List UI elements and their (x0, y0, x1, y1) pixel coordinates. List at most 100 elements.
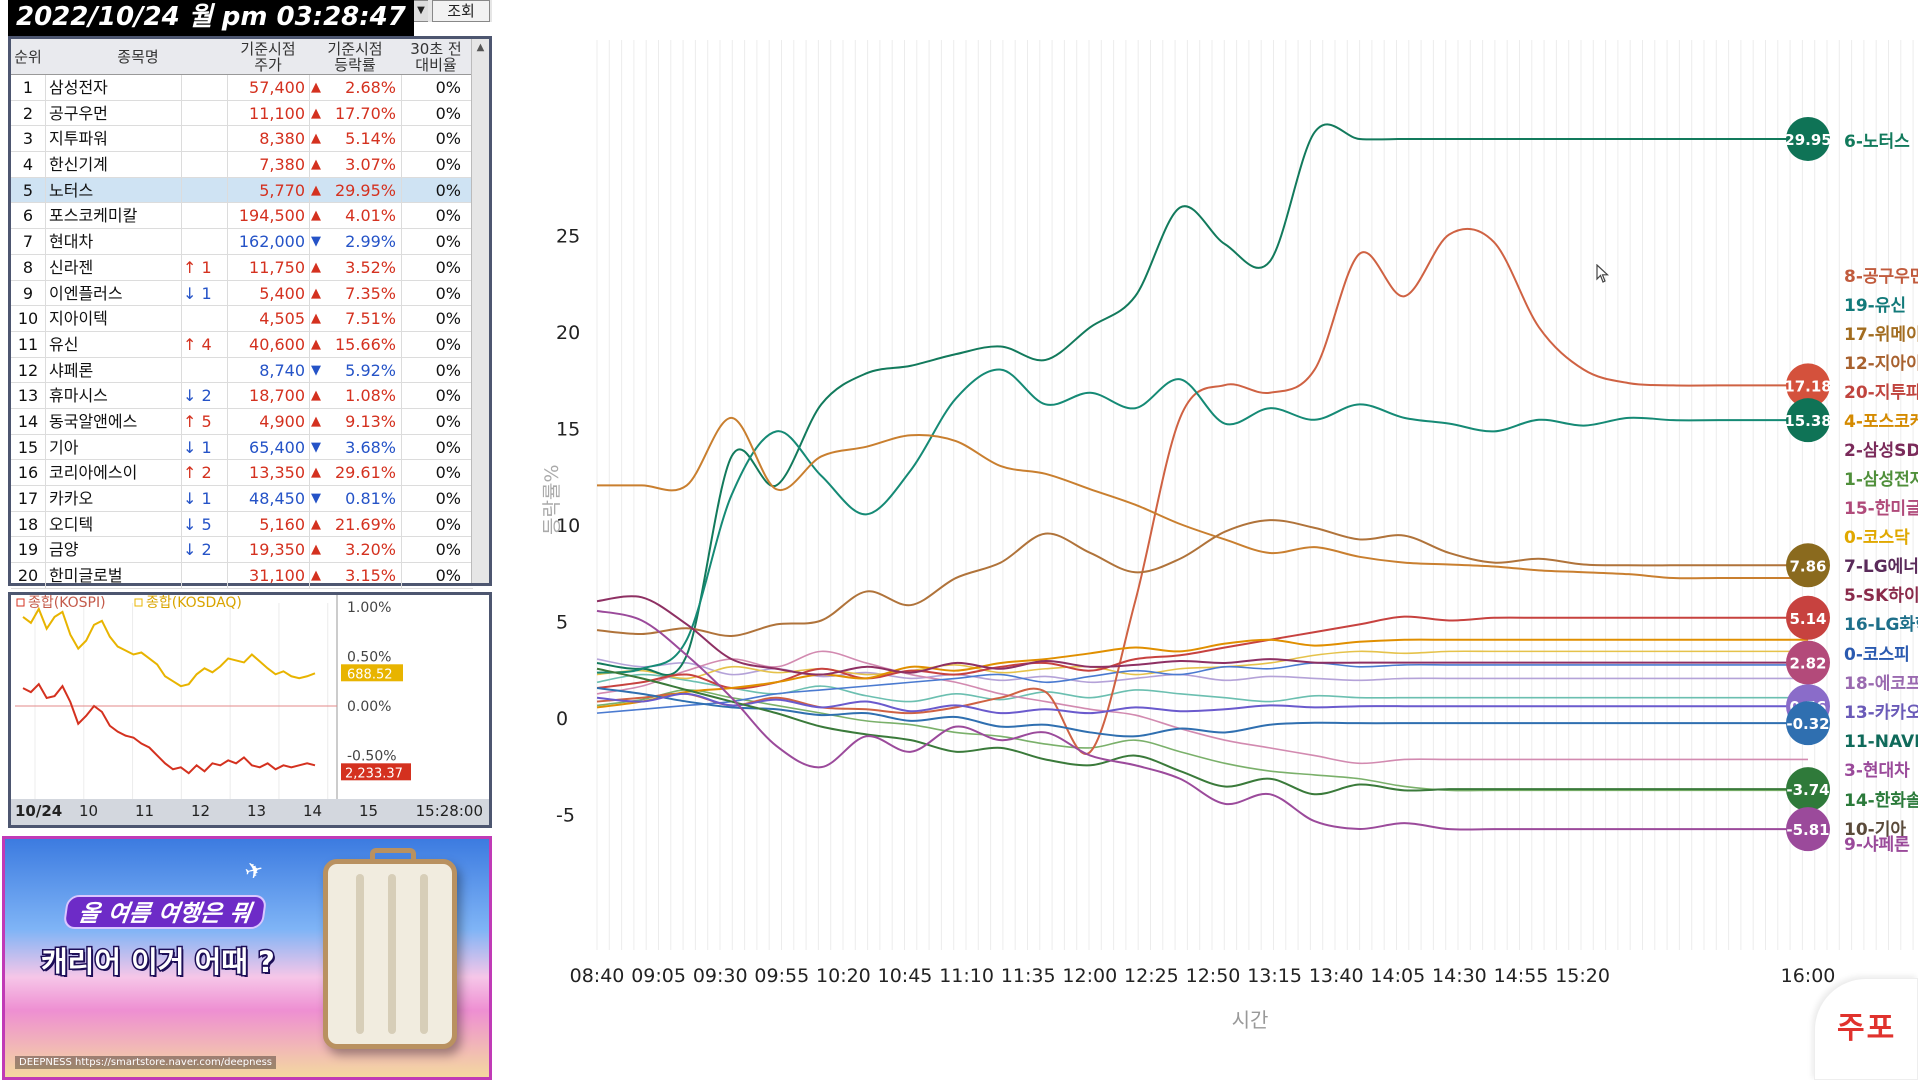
x-tick-label: 10:20 (816, 965, 871, 987)
end-value-bubble: 7.86 (1786, 543, 1830, 588)
stock-name-cell: 한신기계 (49, 155, 108, 175)
triangle-up-icon: ▲ (311, 336, 321, 352)
col-name-header[interactable]: 종목명 (117, 48, 159, 66)
bubble-circle (1786, 640, 1830, 685)
table-row[interactable]: 10 지아이텍 4,505 7.51% 0% ▲ (11, 306, 473, 332)
rate-30s-cell: 0% (435, 463, 461, 483)
table-row[interactable]: 4 한신기계 7,380 3.07% 0% ▲ (11, 152, 473, 178)
table-row[interactable]: 16 코리아에스이 ↑ 2 13,350 29.61% 0% ▲ (11, 460, 473, 486)
scroll-up-icon[interactable]: ▲ (476, 42, 485, 53)
rate-cell: 9.13% (345, 411, 396, 431)
x-tick-label: 09:30 (693, 965, 748, 987)
price-cell: 57,400 (249, 78, 305, 97)
table-row[interactable]: 13 휴마시스 ↓ 2 18,700 1.08% 0% ▲ (11, 383, 473, 409)
x-tick-label: 09:55 (754, 965, 809, 987)
price-cell: 19,350 (249, 540, 305, 560)
series-line (596, 609, 1808, 831)
bubble-label: -0.32 (1786, 715, 1829, 733)
table-row[interactable]: 12 샤페론 8,740 5.92% 0% ▼ (11, 358, 473, 384)
series-line (596, 687, 1808, 738)
rank-cell: 2 (22, 103, 34, 123)
column-divider (45, 75, 46, 589)
stock-name-cell: 공구우먼 (49, 103, 108, 123)
bubble-label: -3.74 (1786, 781, 1829, 799)
col-r30-header[interactable]: 30초 전 대비율 (410, 40, 462, 74)
table-header: 순위 종목명 기준시점 주가 기준시점 등락률 30초 전 대비율 (11, 39, 473, 75)
rank-change-cell (183, 306, 227, 332)
bubble-circle (1786, 116, 1830, 161)
table-scrollbar[interactable]: ▲ (471, 39, 489, 583)
bubble-label: -5.81 (1786, 821, 1829, 839)
rate-cell: 3.20% (345, 540, 396, 560)
chevron-down-icon[interactable]: ▼ (413, 1, 428, 21)
table-row[interactable]: 9 이엔플러스 ↓ 1 5,400 7.35% 0% ▲ (11, 281, 473, 307)
x-tick-label: 12:50 (1186, 965, 1241, 987)
table-row[interactable]: 17 카카오 ↓ 1 48,450 0.81% 0% ▼ (11, 486, 473, 512)
table-row[interactable]: 6 포스코케미칼 194,500 4.01% 0% ▲ (11, 203, 473, 230)
background-series-line (596, 689, 1808, 792)
x-tick-label: 11:35 (1001, 965, 1056, 987)
col-price-header[interactable]: 기준시점 주가 (240, 40, 296, 74)
legend-entry: 8-공구우먼 (1844, 267, 1918, 287)
table-row[interactable]: 5 노터스 5,770 29.95% 0% ▲ (11, 177, 473, 204)
index-time-label: 15:28:00 (415, 802, 483, 820)
rank-cell: 17 (17, 489, 39, 508)
stock-name-cell: 현대차 (49, 232, 94, 252)
price-cell: 194,500 (238, 206, 305, 226)
price-cell: 8,740 (259, 360, 305, 380)
table-row[interactable]: 15 기아 ↓ 1 65,400 3.68% 0% ▼ (11, 435, 473, 461)
index-time-axis: 10/24 10 11 12 13 14 15 15:28:00 (11, 799, 489, 825)
table-row[interactable]: 14 동국알앤에스 ↑ 5 4,900 9.13% 0% ▲ (11, 409, 473, 435)
price-cell: 48,450 (249, 489, 305, 508)
table-row[interactable]: 20 한미글로벌 31,100 3.15% 0% ▲ (11, 563, 473, 589)
legend-entry: 10-기아 (1844, 820, 1906, 840)
rank-cell: 4 (22, 155, 34, 175)
table-row[interactable]: 7 현대차 162,000 2.99% 0% ▼ (11, 229, 473, 255)
price-cell: 5,770 (259, 180, 305, 200)
ad-banner[interactable]: ✈ 올 여름 여행은 뭐 캐리어 이거 어때 ? DEEPNESS https:… (2, 836, 492, 1080)
rank-cell: 6 (22, 206, 34, 226)
rank-cell: 15 (17, 437, 39, 457)
table-row[interactable]: 18 오디텍 ↓ 5 5,160 21.69% 0% ▲ (11, 512, 473, 538)
rate-cell: 1.08% (345, 386, 396, 406)
rank-change-cell: ↑ 1 (183, 257, 212, 277)
rank-change-cell (183, 358, 227, 384)
index-x-tick: 13 (247, 802, 267, 820)
ad-url[interactable]: DEEPNESS https://smartstore.naver.com/de… (15, 1056, 277, 1069)
rate-30s-cell: 0% (435, 155, 461, 175)
x-tick-label: 11:10 (939, 965, 994, 987)
index-y-tick: -0.50% (347, 748, 397, 764)
x-tick-label: 16:00 (1781, 965, 1836, 987)
rank-change-cell (183, 563, 227, 589)
query-button[interactable]: 조회 (432, 0, 490, 22)
table-row[interactable]: 11 유신 ↑ 4 40,600 15.66% 0% ▲ (11, 332, 473, 358)
legend-entry: 9-샤페론 (1844, 835, 1910, 855)
table-row[interactable]: 19 금양 ↓ 2 19,350 3.20% 0% ▲ (11, 537, 473, 564)
bubble-circle (1786, 701, 1830, 746)
rate-30s-cell: 0% (435, 206, 461, 226)
rate-cell: 4.01% (345, 206, 396, 226)
end-value-bubble: 17.18 (1784, 363, 1832, 408)
index-date-label: 10/24 (15, 802, 63, 820)
price-cell: 11,750 (249, 257, 305, 277)
rate-cell: 5.92% (345, 360, 396, 380)
bubble-label: 7.86 (1789, 557, 1826, 575)
kospi-value: 2,233.37 (345, 766, 403, 781)
rate-30s-cell: 0% (435, 334, 461, 354)
table-row[interactable]: 2 공구우먼 11,100 17.70% 0% ▲ (11, 101, 473, 127)
index-x-tick: 12 (191, 802, 211, 820)
end-value-bubble: 2.82 (1786, 640, 1830, 685)
suitcase-rib (356, 874, 364, 1034)
rank-cell: 14 (17, 411, 39, 431)
table-row[interactable]: 1 삼성전자 57,400 2.68% 0% ▲ (11, 75, 473, 101)
col-rank-header[interactable]: 순위 (14, 48, 42, 66)
series-line (596, 667, 1808, 796)
table-row[interactable]: 3 지투파워 8,380 5.14% 0% ▲ (11, 126, 473, 153)
rate-cell: 21.69% (334, 514, 396, 534)
stock-name-cell: 포스코케미칼 (49, 206, 138, 226)
rate-30s-cell: 0% (435, 489, 461, 508)
table-row[interactable]: 8 신라젠 ↑ 1 11,750 3.52% 0% ▲ (11, 255, 473, 281)
triangle-down-icon: ▼ (311, 439, 321, 455)
index-x-tick: 14 (303, 802, 323, 820)
col-rate-header[interactable]: 기준시점 등락률 (327, 40, 383, 74)
